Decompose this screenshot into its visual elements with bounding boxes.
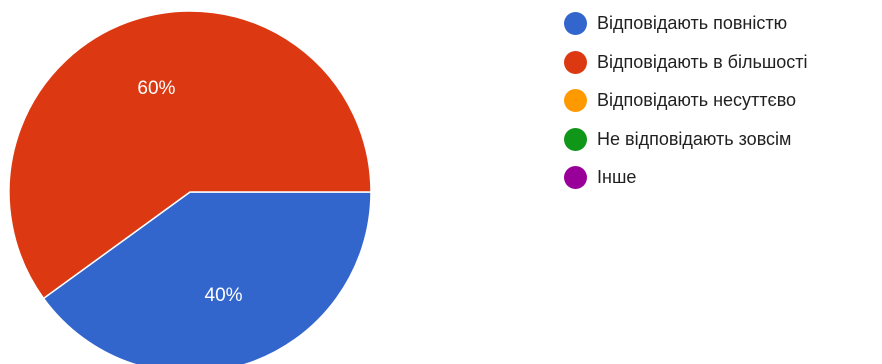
legend-item-vidpovidaiut-nesuttievo[interactable]: Відповідають несуттєво	[564, 89, 808, 112]
legend-item-vidpovidaiut-povnistiu[interactable]: Відповідають повністю	[564, 12, 808, 35]
legend-swatch-icon	[564, 127, 587, 151]
legend-swatch-icon	[564, 89, 587, 112]
pie-slice-label: 60%	[137, 78, 175, 99]
legend-item-ne-vidpovidaiut-zovsim[interactable]: Не відповідають зовсім	[564, 127, 808, 151]
legend-label: Відповідають повністю	[597, 13, 788, 33]
pie-slice-0[interactable]	[42, 191, 372, 364]
legend-label: Інше	[597, 167, 637, 187]
legend-label: Не відповідають зовсім	[597, 128, 792, 149]
legend-item-inshe[interactable]: Інше	[564, 166, 808, 189]
legend-swatch-icon	[564, 12, 587, 35]
chart-legend: Відповідають повністю Відповідають в біл…	[564, 12, 808, 205]
pie-slice-label: 40%	[205, 285, 243, 306]
legend-item-vidpovidaiut-v-bilshosti[interactable]: Відповідають в більшості	[564, 50, 808, 74]
legend-label: Відповідають несуттєво	[597, 90, 797, 110]
legend-swatch-icon	[564, 166, 587, 189]
legend-label: Відповідають в більшості	[597, 51, 808, 72]
pie-slice-1[interactable]	[8, 10, 372, 300]
legend-swatch-icon	[564, 50, 587, 74]
